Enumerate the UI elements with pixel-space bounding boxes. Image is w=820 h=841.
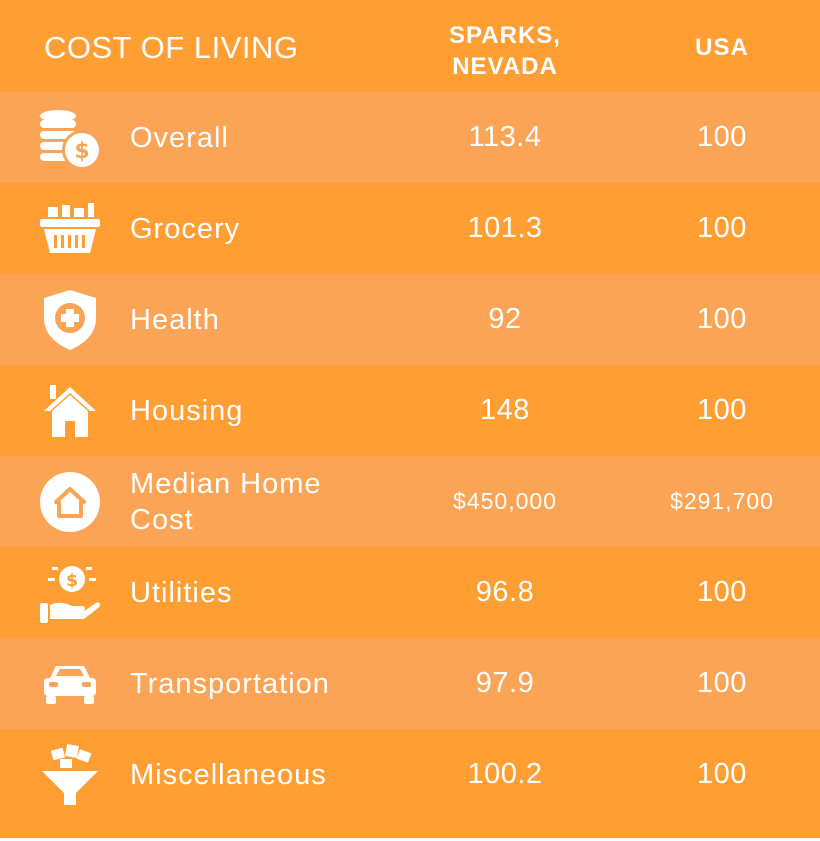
row-label: Transportation — [130, 667, 330, 700]
table-row-utilities: $ Utilities 96.8 100 — [0, 547, 820, 638]
grocery-basket-icon — [36, 195, 104, 263]
table-header: COST OF LIVING SPARKS, NEVADA USA — [0, 0, 820, 92]
table-title: COST OF LIVING — [44, 30, 299, 65]
sparks-value: 97.9 — [475, 667, 535, 699]
table-row-housing: Housing 148 100 — [0, 365, 820, 456]
column-header-sparks: SPARKS, NEVADA — [420, 20, 590, 82]
row-label: Miscellaneous — [130, 758, 327, 791]
table-row-transportation: Transportation 97.9 100 — [0, 638, 820, 729]
sparks-value: 148 — [480, 394, 530, 426]
hand-coin-icon: $ — [36, 559, 104, 627]
table-row-overall: $ Overall 113.4 100 — [0, 92, 820, 183]
coins-dollar-icon: $ — [36, 104, 104, 172]
table-row-miscellaneous: Miscellaneous 100.2 100 — [0, 729, 820, 820]
sparks-value: 100.2 — [467, 758, 543, 790]
row-label: Utilities — [130, 576, 233, 609]
usa-value: 100 — [697, 667, 747, 699]
row-label: Health — [130, 303, 220, 336]
sparks-value: $450,000 — [453, 488, 557, 514]
table-row-health: Health 92 100 — [0, 274, 820, 365]
health-shield-icon — [36, 286, 104, 354]
sparks-value: 96.8 — [475, 576, 535, 608]
usa-value: 100 — [697, 394, 747, 426]
column-header-sparks-line2: NEVADA — [452, 53, 558, 80]
usa-value: 100 — [697, 212, 747, 244]
house-icon — [36, 377, 104, 445]
usa-value: 100 — [697, 758, 747, 790]
column-header-sparks-line1: SPARKS, — [449, 22, 561, 49]
sparks-value: 101.3 — [467, 212, 543, 244]
row-label: Grocery — [130, 212, 241, 245]
usa-value: 100 — [697, 121, 747, 153]
funnel-icon — [36, 741, 104, 809]
home-circle-icon — [36, 468, 104, 536]
car-icon — [36, 650, 104, 718]
usa-value: $291,700 — [670, 488, 774, 514]
table-row-median-home-cost: Median Home Cost $450,000 $291,700 — [0, 456, 820, 547]
svg-text:$: $ — [74, 139, 89, 164]
row-label: Median Home Cost — [130, 467, 322, 536]
row-label: Overall — [130, 121, 229, 154]
table-row-grocery: Grocery 101.3 100 — [0, 183, 820, 274]
svg-text:$: $ — [66, 571, 78, 591]
sparks-value: 113.4 — [468, 121, 542, 153]
column-header-usa: USA — [695, 34, 749, 61]
row-label: Housing — [130, 394, 244, 427]
usa-value: 100 — [697, 576, 747, 608]
usa-value: 100 — [697, 303, 747, 335]
sparks-value: 92 — [488, 303, 522, 335]
